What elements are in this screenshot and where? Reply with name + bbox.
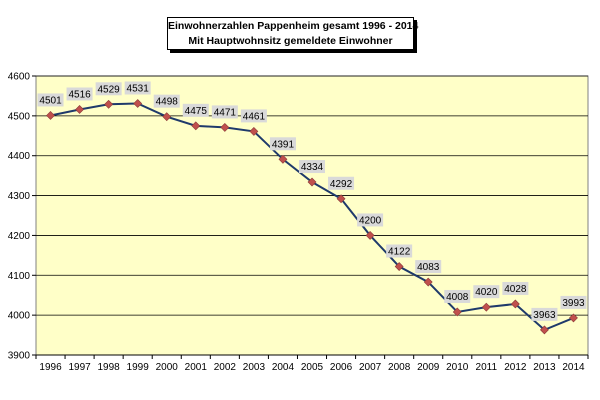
data-label-bg-2005 [299,160,325,174]
data-point-1998 [104,99,114,109]
data-label-bg-2000 [153,94,180,108]
plot-area [35,75,589,356]
y-tick-label-3900: 3900 [8,351,31,362]
x-tick-label-2012: 2012 [504,362,527,373]
data-label-1999: 4531 [127,84,150,95]
data-label-2012: 4028 [504,284,527,295]
data-point-2004 [278,154,288,164]
data-label-bg-2011 [473,285,500,299]
data-point-2014 [569,313,578,323]
x-tick-label-2002: 2002 [214,362,237,373]
data-label-2004: 4391 [272,139,295,150]
x-tick-label-2005: 2005 [301,362,324,373]
data-label-2011: 4020 [475,287,498,298]
data-label-bg-2014 [560,295,587,309]
x-tick-label-2009: 2009 [417,362,440,373]
data-label-bg-2008 [386,244,413,258]
data-label-2000: 4498 [156,97,179,108]
data-point-2005 [307,177,317,187]
x-tick-label-2013: 2013 [533,362,556,373]
data-label-bg-1997 [66,87,93,101]
y-tick-label-4300: 4300 [8,191,31,202]
data-label-bg-2010 [444,289,471,303]
data-label-bg-1996 [37,93,64,107]
data-label-2006: 4292 [330,179,353,190]
y-tick-label-4400: 4400 [8,151,31,162]
x-tick-label-2006: 2006 [330,362,353,373]
data-label-1997: 4516 [68,89,91,100]
data-label-bg-2007 [357,213,384,227]
chart-title-box: Einwohnerzahlen Pappenheim gesamt 1996 -… [167,17,419,50]
data-label-2009: 4083 [417,262,440,273]
y-tick-label-4500: 4500 [8,111,31,122]
data-point-2006 [336,194,346,204]
data-point-2011 [481,302,491,312]
data-label-bg-2003 [240,109,267,123]
data-point-2010 [452,307,462,317]
data-point-2012 [510,299,520,309]
data-label-2007: 4200 [359,215,382,226]
data-label-bg-1998 [95,82,122,96]
data-label-bg-2001 [182,103,209,117]
x-tick-label-2011: 2011 [476,362,498,373]
data-label-1996: 4501 [39,95,62,106]
data-point-1996 [46,111,55,120]
data-label-2014: 3993 [562,298,585,309]
data-point-1997 [75,105,85,114]
data-label-bg-1999 [124,81,151,95]
data-point-2008 [394,262,404,271]
data-label-bg-2012 [502,281,529,295]
data-label-bg-2009 [415,260,442,274]
data-label-2008: 4122 [388,247,411,258]
x-tick-label-2003: 2003 [243,362,266,373]
data-point-1999 [133,99,143,108]
data-label-bg-2002 [211,105,238,119]
data-point-2013 [539,325,549,335]
data-label-bg-2006 [328,176,355,190]
data-label-2005: 4334 [301,162,324,173]
x-tick-label-2010: 2010 [446,362,469,373]
x-tick-label-2001: 2001 [185,362,208,373]
data-point-2001 [191,121,201,131]
data-label-2001: 4475 [185,106,208,117]
x-tick-label-1997: 1997 [68,362,91,373]
data-label-2010: 4008 [446,292,469,303]
data-label-2013: 3963 [533,310,556,321]
x-tick-label-2000: 2000 [156,362,179,373]
data-label-1998: 4529 [98,84,121,95]
data-label-2003: 4461 [243,111,266,122]
y-tick-label-4600: 4600 [8,72,31,83]
y-tick-label-4200: 4200 [8,231,31,242]
data-point-2000 [162,112,172,122]
data-label-2002: 4471 [214,107,237,118]
data-point-2003 [249,126,259,136]
data-point-2002 [220,122,230,132]
x-tick-label-2007: 2007 [359,362,382,373]
chart-subtitle: Mit Hauptwohnsitz gemeldete Einwohner [188,35,393,47]
x-tick-label-2004: 2004 [272,362,295,373]
data-label-bg-2013 [531,307,558,321]
x-tick-label-1999: 1999 [127,362,150,373]
x-tick-label-2014: 2014 [562,362,585,373]
data-point-2009 [423,277,433,287]
y-tick-label-4100: 4100 [8,271,31,282]
data-point-2007 [365,231,375,240]
x-tick-label-2008: 2008 [388,362,411,373]
data-label-bg-2004 [269,137,296,151]
x-tick-label-1996: 1996 [39,362,62,373]
y-tick-label-4000: 4000 [8,311,31,322]
chart-title: Einwohnerzahlen Pappenheim gesamt 1996 -… [168,20,419,32]
x-tick-label-1998: 1998 [98,362,121,373]
